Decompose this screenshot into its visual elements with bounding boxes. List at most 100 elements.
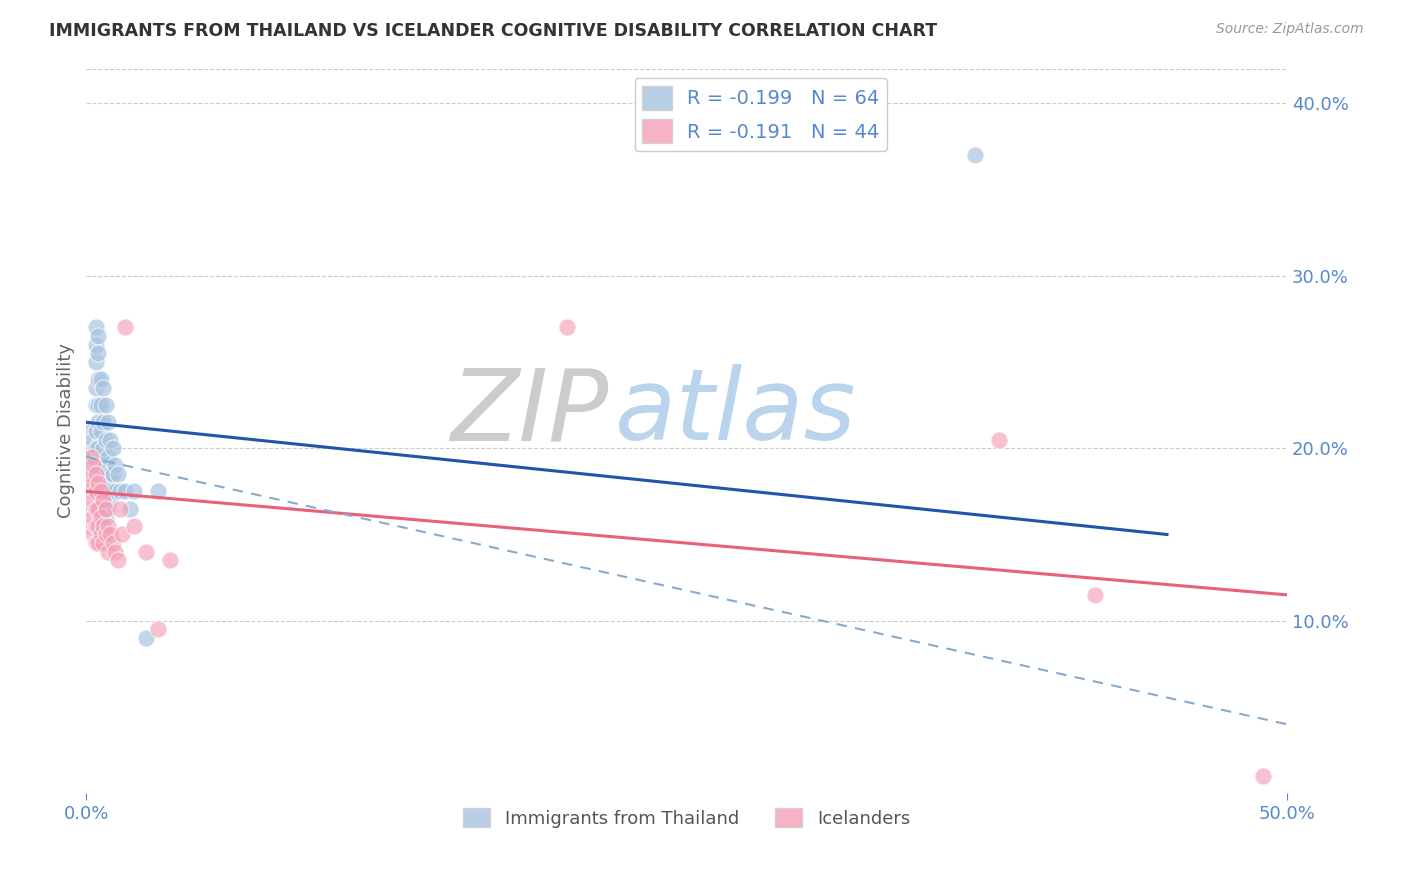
Point xyxy=(104,484,127,499)
Point xyxy=(84,320,107,334)
Point xyxy=(101,441,124,455)
Point xyxy=(82,510,104,524)
Point xyxy=(101,536,124,550)
Point xyxy=(87,519,110,533)
Point xyxy=(91,492,114,507)
Point xyxy=(963,148,986,162)
Point xyxy=(1084,588,1107,602)
Point xyxy=(91,536,114,550)
Point xyxy=(84,381,107,395)
Point xyxy=(87,372,110,386)
Point xyxy=(101,467,124,481)
Point xyxy=(1251,769,1274,783)
Point xyxy=(84,441,107,455)
Point xyxy=(80,467,103,481)
Point xyxy=(87,346,110,360)
Point xyxy=(98,492,121,507)
Point xyxy=(91,527,114,541)
Point xyxy=(80,450,103,464)
Point xyxy=(82,467,104,481)
Point xyxy=(94,458,117,473)
Point xyxy=(94,433,117,447)
Point xyxy=(90,475,112,490)
Point xyxy=(82,475,104,490)
Point xyxy=(87,398,110,412)
Point xyxy=(87,458,110,473)
Point xyxy=(84,337,107,351)
Point xyxy=(84,398,107,412)
Point xyxy=(84,519,107,533)
Point xyxy=(80,458,103,473)
Point xyxy=(84,501,107,516)
Point xyxy=(84,458,107,473)
Point xyxy=(91,415,114,429)
Legend: Immigrants from Thailand, Icelanders: Immigrants from Thailand, Icelanders xyxy=(456,801,917,835)
Point xyxy=(87,536,110,550)
Point xyxy=(90,398,112,412)
Point xyxy=(90,424,112,438)
Point xyxy=(82,450,104,464)
Point xyxy=(124,484,146,499)
Point xyxy=(80,519,103,533)
Text: ZIP: ZIP xyxy=(450,364,609,461)
Point xyxy=(84,484,107,499)
Point xyxy=(94,398,117,412)
Point xyxy=(80,441,103,455)
Point xyxy=(148,623,170,637)
Point xyxy=(108,501,131,516)
Point xyxy=(97,501,120,516)
Point xyxy=(91,381,114,395)
Point xyxy=(118,501,141,516)
Point xyxy=(87,415,110,429)
Point xyxy=(80,450,103,464)
Point xyxy=(90,510,112,524)
Point xyxy=(111,527,134,541)
Point xyxy=(80,501,103,516)
Point xyxy=(148,484,170,499)
Point xyxy=(124,519,146,533)
Point xyxy=(90,484,112,499)
Point xyxy=(107,467,129,481)
Point xyxy=(159,553,181,567)
Point xyxy=(87,501,110,516)
Point xyxy=(90,527,112,541)
Point xyxy=(91,441,114,455)
Point xyxy=(91,519,114,533)
Point xyxy=(135,545,157,559)
Point xyxy=(90,450,112,464)
Point xyxy=(82,492,104,507)
Point xyxy=(94,484,117,499)
Point xyxy=(90,501,112,516)
Text: Source: ZipAtlas.com: Source: ZipAtlas.com xyxy=(1216,22,1364,37)
Point xyxy=(84,467,107,481)
Point xyxy=(82,458,104,473)
Point xyxy=(82,527,104,541)
Point xyxy=(84,475,107,490)
Point xyxy=(114,484,136,499)
Point xyxy=(84,536,107,550)
Point xyxy=(80,467,103,481)
Point xyxy=(90,372,112,386)
Point xyxy=(104,545,127,559)
Point xyxy=(80,424,103,438)
Point xyxy=(107,553,129,567)
Point xyxy=(104,458,127,473)
Text: atlas: atlas xyxy=(614,364,856,461)
Point xyxy=(94,501,117,516)
Point xyxy=(87,501,110,516)
Point xyxy=(87,441,110,455)
Point xyxy=(91,484,114,499)
Point xyxy=(82,484,104,499)
Point xyxy=(80,484,103,499)
Point xyxy=(91,510,114,524)
Point xyxy=(87,484,110,499)
Point xyxy=(555,320,578,334)
Point xyxy=(114,320,136,334)
Point xyxy=(97,450,120,464)
Point xyxy=(98,527,121,541)
Point xyxy=(87,329,110,343)
Point xyxy=(97,415,120,429)
Point xyxy=(84,424,107,438)
Point xyxy=(97,545,120,559)
Point xyxy=(987,433,1010,447)
